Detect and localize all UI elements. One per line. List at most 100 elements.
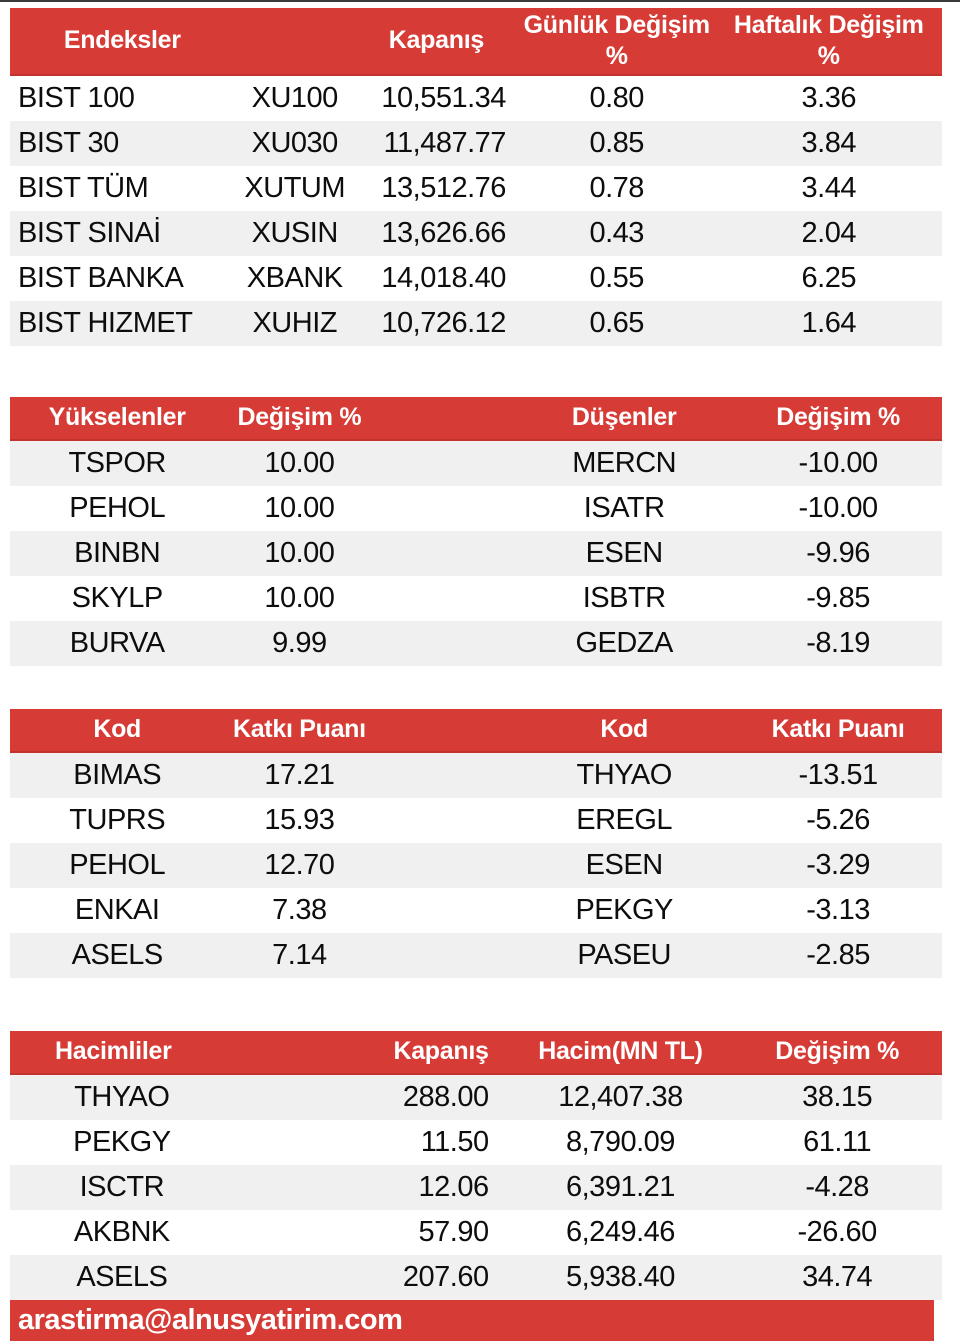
losers-header: Düşenler bbox=[514, 397, 735, 441]
gainer-change-cell: 10.00 bbox=[264, 582, 335, 614]
movers-header-spacer bbox=[374, 397, 515, 441]
volume-amount-cell: 6,391.21 bbox=[508, 1165, 733, 1210]
volume-code-cell: ISCTR bbox=[10, 1165, 234, 1210]
gainer-change-cell: 10.00 bbox=[224, 440, 375, 486]
positive-points-cell: 7.14 bbox=[224, 933, 375, 978]
index-weekly-change-cell: 3.84 bbox=[715, 121, 942, 166]
volume-change-cell: -4.28 bbox=[732, 1165, 942, 1210]
gainers-losers-table: Yükselenler Değişim % Düşenler Değişim %… bbox=[10, 397, 942, 666]
contribution-spacer-cell bbox=[374, 888, 514, 933]
index-weekly-change-cell: 6.25 bbox=[801, 262, 857, 294]
index-code-cell: XU100 bbox=[251, 82, 339, 114]
indices-header-daily: Günlük Değişim% bbox=[517, 8, 716, 76]
loser-change-cell: -10.00 bbox=[734, 440, 942, 486]
positive-code-cell: ASELS bbox=[10, 933, 225, 978]
volume-header-row: Hacimliler Kapanış Hacim(MN TL) Değişim … bbox=[10, 1031, 942, 1075]
loser-code-cell: ESEN bbox=[514, 531, 735, 576]
volume-row: ISCTR 12.06 6,391.21 -4.28 bbox=[10, 1165, 942, 1210]
positive-code-cell: BIMAS bbox=[10, 752, 225, 798]
gainers-change-header: Değişim % bbox=[224, 397, 375, 441]
index-name-cell: BIST TÜM bbox=[18, 172, 149, 204]
indices-header-daily-line2: % bbox=[605, 42, 628, 70]
movers-row: TSPOR 10.00 MERCN -10.00 bbox=[10, 440, 942, 486]
gainers-header: Yükselenler bbox=[10, 397, 225, 441]
indices-header-weekly: Haftalık Değişim% bbox=[715, 8, 942, 76]
positive-code-header: Kod bbox=[10, 709, 225, 753]
positive-points-cell: 15.93 bbox=[264, 804, 335, 836]
indices-header-close: Kapanış bbox=[354, 8, 518, 76]
volume-row: ASELS 207.60 5,938.40 34.74 bbox=[10, 1255, 942, 1300]
gainer-change-cell: 9.99 bbox=[224, 621, 375, 666]
index-row: BIST BANKA XBANK 14,018.40 0.55 6.25 bbox=[10, 256, 942, 301]
contribution-table: Kod Katkı Puanı Kod Katkı Puanı BIMAS 17… bbox=[10, 709, 942, 978]
volume-row: THYAO 288.00 12,407.38 38.15 bbox=[10, 1074, 942, 1120]
volume-close-cell: 57.90 bbox=[418, 1216, 490, 1248]
index-row: BIST TÜM XUTUM 13,512.76 0.78 3.44 bbox=[10, 166, 942, 211]
index-daily-change-cell: 0.55 bbox=[589, 262, 644, 294]
volume-close-cell: 207.60 bbox=[233, 1255, 509, 1300]
negative-code-cell: ESEN bbox=[514, 843, 735, 888]
index-code-cell: XBANK bbox=[246, 262, 343, 294]
index-row: BIST HIZMET XUHIZ 10,726.12 0.65 1.64 bbox=[10, 301, 942, 346]
index-close-cell: 10,726.12 bbox=[354, 301, 518, 346]
index-code-cell: XUSIN bbox=[234, 211, 355, 256]
positive-code-cell: PEHOL bbox=[10, 843, 225, 888]
positive-code-cell: TUPRS bbox=[69, 804, 166, 836]
negative-points-header: Katkı Puanı bbox=[734, 709, 942, 753]
gainer-change-cell: 10.00 bbox=[224, 531, 375, 576]
indices-header-daily-line1: Günlük Değişim bbox=[523, 10, 710, 39]
contribution-row: TUPRS 15.93 EREGL -5.26 bbox=[10, 798, 942, 843]
index-name-cell: BIST BANKA bbox=[18, 262, 184, 294]
index-close-cell: 13,626.66 bbox=[354, 211, 518, 256]
footer-bar: arastirma@alnusyatirim.com bbox=[10, 1300, 934, 1341]
loser-code-cell: GEDZA bbox=[514, 621, 735, 666]
volume-code-cell: ASELS bbox=[10, 1255, 234, 1300]
movers-row: SKYLP 10.00 ISBTR -9.85 bbox=[10, 576, 942, 621]
contribution-header-row: Kod Katkı Puanı Kod Katkı Puanı bbox=[10, 709, 942, 753]
volume-close-header: Kapanış bbox=[233, 1031, 509, 1075]
volume-amount-cell: 8,790.09 bbox=[566, 1126, 675, 1158]
index-close-cell: 13,512.76 bbox=[381, 172, 506, 204]
index-code-cell: XUHIZ bbox=[234, 301, 355, 346]
indices-header-code-spacer bbox=[234, 8, 355, 76]
volume-close-cell: 11.50 bbox=[420, 1126, 489, 1158]
volume-code-cell: PEKGY bbox=[73, 1126, 171, 1158]
indices-header-name: Endeksler bbox=[10, 8, 235, 76]
indices-table: Endeksler Kapanış Günlük Değişim% Haftal… bbox=[10, 8, 942, 346]
movers-spacer-cell bbox=[374, 486, 514, 531]
index-name-cell: BIST 30 bbox=[10, 121, 235, 166]
movers-spacer-cell bbox=[374, 440, 515, 486]
loser-change-cell: -10.00 bbox=[798, 492, 878, 524]
loser-code-cell: ISATR bbox=[583, 492, 665, 524]
volume-name-header: Hacimliler bbox=[10, 1031, 234, 1075]
contribution-row: BIMAS 17.21 THYAO -13.51 bbox=[10, 752, 942, 798]
index-weekly-change-cell: 2.04 bbox=[715, 211, 942, 256]
positive-points-header: Katkı Puanı bbox=[224, 709, 375, 753]
index-row: BIST 100 XU100 10,551.34 0.80 3.36 bbox=[10, 75, 942, 121]
negative-code-cell: PEKGY bbox=[575, 894, 673, 926]
indices-header-weekly-line1: Haftalık Değişim bbox=[733, 10, 924, 39]
negative-points-cell: -5.26 bbox=[806, 804, 870, 836]
contribution-row: ENKAI 7.38 PEKGY -3.13 bbox=[10, 888, 942, 933]
movers-spacer-cell bbox=[374, 621, 515, 666]
gainer-code-cell: BURVA bbox=[10, 621, 225, 666]
negative-code-cell: THYAO bbox=[514, 752, 735, 798]
negative-points-cell: -3.29 bbox=[734, 843, 942, 888]
positive-points-cell: 12.70 bbox=[224, 843, 375, 888]
index-code-cell: XUTUM bbox=[244, 172, 346, 204]
volume-code-cell: THYAO bbox=[10, 1074, 234, 1120]
negative-points-cell: -2.85 bbox=[734, 933, 942, 978]
index-row: BIST 30 XU030 11,487.77 0.85 3.84 bbox=[10, 121, 942, 166]
research-email-link[interactable]: arastirma@alnusyatirim.com bbox=[18, 1304, 403, 1336]
index-close-cell: 11,487.77 bbox=[354, 121, 518, 166]
index-weekly-change-cell: 3.36 bbox=[801, 82, 857, 114]
contribution-spacer-cell bbox=[374, 843, 515, 888]
movers-spacer-cell bbox=[374, 531, 515, 576]
positive-code-cell: ENKAI bbox=[74, 894, 160, 926]
contribution-row: PEHOL 12.70 ESEN -3.29 bbox=[10, 843, 942, 888]
market-summary-report: Endeksler Kapanış Günlük Değişim% Haftal… bbox=[0, 2, 960, 1300]
negative-points-cell: -3.13 bbox=[806, 894, 870, 926]
volume-close-cell: 12.06 bbox=[233, 1165, 509, 1210]
gainer-code-cell: SKYLP bbox=[71, 582, 164, 614]
volume-amount-cell: 6,249.46 bbox=[566, 1216, 675, 1248]
